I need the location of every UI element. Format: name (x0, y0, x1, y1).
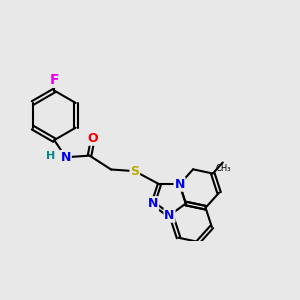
Text: N: N (61, 151, 71, 164)
Text: F: F (50, 73, 59, 87)
Text: N: N (174, 178, 185, 191)
Text: N: N (164, 209, 175, 222)
Text: N: N (148, 197, 158, 210)
Text: H: H (46, 151, 56, 160)
Text: O: O (88, 132, 98, 145)
Text: CH₃: CH₃ (215, 164, 230, 173)
Text: S: S (130, 165, 139, 178)
